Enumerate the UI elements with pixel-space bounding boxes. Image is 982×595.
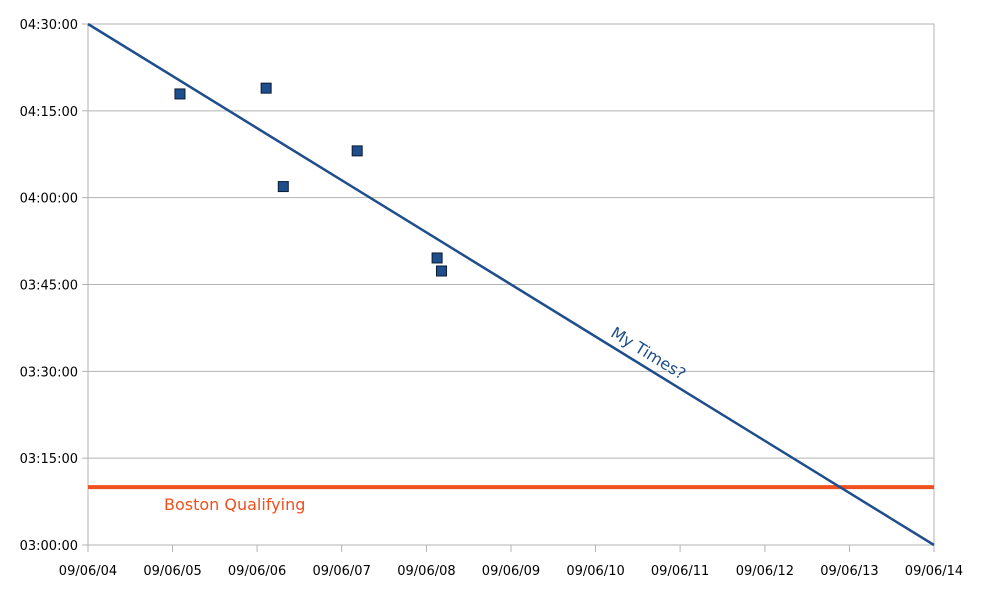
data-point: [277, 181, 289, 193]
points-layer: [174, 82, 448, 277]
x-tick-label: 09/06/10: [566, 564, 624, 579]
x-tick-label: 09/06/05: [143, 564, 201, 579]
x-tick-label: 09/06/14: [905, 564, 963, 579]
x-tick-label: 09/06/08: [397, 564, 455, 579]
axis-layer: 03:00:00 03:15:00 03:30:00 03:45:00 04:00:00…: [20, 18, 964, 579]
data-point: [431, 252, 443, 264]
y-tick-label: 03:45:00: [20, 279, 78, 294]
my-times-trend-line: [87, 22, 935, 547]
x-tick-label: 09/06/09: [482, 564, 540, 579]
trend-layer: [87, 22, 935, 547]
boston-qualifying-label: Boston Qualifying: [164, 495, 305, 514]
x-tick-label: 09/06/11: [651, 564, 709, 579]
x-tick-label: 09/06/06: [228, 564, 286, 579]
my-times-label: My Times?: [607, 323, 689, 383]
y-tick-label: 04:00:00: [20, 192, 78, 207]
data-point: [260, 82, 272, 94]
data-point: [351, 145, 363, 157]
data-point: [436, 265, 448, 277]
x-tick-label: 09/06/07: [312, 564, 370, 579]
y-tick-label: 04:30:00: [20, 18, 78, 33]
y-tick-label: 04:15:00: [20, 105, 78, 120]
x-tick-label: 09/06/04: [59, 564, 117, 579]
data-point: [174, 88, 186, 100]
y-tick-label: 03:30:00: [20, 365, 78, 380]
x-tick-label: 09/06/13: [820, 564, 878, 579]
y-tick-label: 03:15:00: [20, 452, 78, 467]
x-tick-label: 09/06/12: [736, 564, 794, 579]
y-tick-label: 03:00:00: [20, 539, 78, 554]
